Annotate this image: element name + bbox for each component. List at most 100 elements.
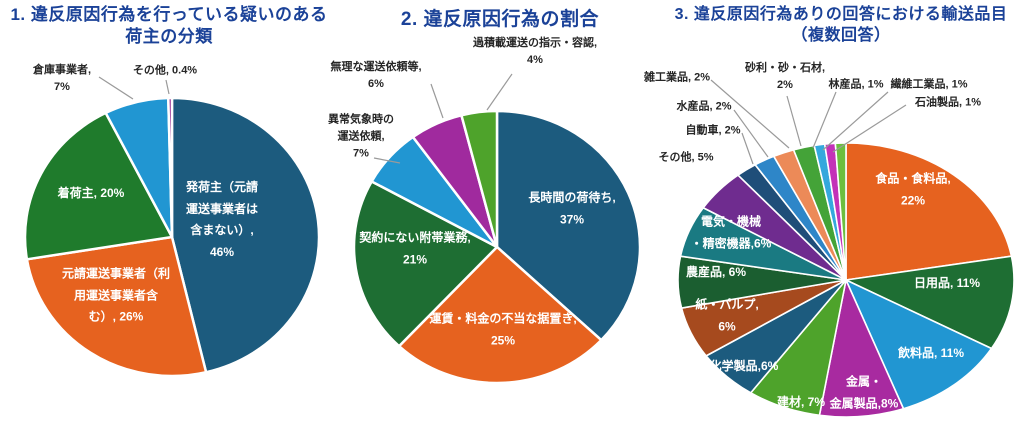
chart2-slice-label-4-line2: 6% [368, 78, 384, 90]
chart2-label-leader-5 [486, 73, 513, 111]
chart2-label-leader-3 [373, 157, 401, 164]
chart1-slice-label-3-line2: 7% [54, 81, 70, 93]
chart1-slice-label-3-line1: 倉庫事業者, [32, 63, 92, 76]
chart3-slice-label-8: 電気・機械・精密機器,6% [691, 211, 772, 254]
chart3-slice-label-1: 日用品, 11% [914, 273, 980, 295]
chart2-slice-label-0: 長時間の荷待ち, 37% [528, 187, 615, 230]
chart2-slice-label-2-line2: 21% [402, 252, 428, 266]
chart1-title-line2: 荷主の分類 [125, 27, 213, 47]
chart3-slice-label-8-line1: 電気・機械 [700, 214, 761, 229]
chart2-slice-5 [460, 109, 499, 249]
chart3-slice-label-15: 繊維工業品, 1% [890, 76, 967, 93]
chart1-slice-label-4: その他, 0.4% [133, 62, 197, 79]
chart2-label-leader-4 [430, 83, 444, 119]
chart3-label-leader-16 [832, 104, 907, 153]
chart2-slice-label-4: 無理な運送依頼等, 6% [330, 59, 421, 93]
chart1-label-leader-4 [165, 79, 170, 95]
chart2-slice-label-2: 契約にない附帯業務, 21% [359, 227, 470, 270]
chart2-slice-label-3-line1: 異常気象時の [328, 113, 394, 126]
chart3-slice-label-8-line2: ・精密機器,6% [690, 236, 772, 250]
chart3-slice-label-1-line1: 日用品, 11% [913, 276, 981, 291]
chart2-slice-label-1-line1: 運賃・料金の不当な据置き, [429, 311, 577, 326]
chart3-slice-label-0-line2: 22% [900, 193, 926, 207]
chart1-label-leader-3 [98, 76, 134, 100]
chart1-slice-label-1-line3: む）, 26% [88, 309, 144, 324]
chart3-slice-label-16-line1: 石油製品, 1% [914, 96, 982, 109]
chart3-label-leader-14 [812, 91, 837, 149]
chart3-slice-label-14-line1: 林産品, 1% [828, 78, 884, 91]
chart3-slice-label-11-line1: 水産品, 2% [676, 100, 732, 113]
chart2-slice-1 [397, 245, 603, 385]
chart3-label-leader-10 [741, 132, 754, 165]
chart1-slice-label-0-line3: 含まない）, [190, 223, 254, 237]
chart3-slice-2 [845, 279, 993, 410]
chart1-slice-2 [23, 111, 174, 261]
chart3-slice-label-2: 飲料品, 11% [898, 343, 964, 365]
chart3-slice-label-15-line1: 繊維工業品, 1% [890, 78, 968, 91]
chart1-slice-label-2: 着荷主, 20% [58, 183, 125, 205]
chart1-slice-4 [167, 96, 174, 239]
chart3-label-leader-15 [822, 91, 889, 151]
chart3-label-leader-12 [710, 79, 790, 149]
chart3-slice-label-3: 金属・金属製品,8% [830, 371, 899, 414]
chart3-label-leader-13 [786, 95, 802, 147]
chart3-slice-label-6: 紙・パルプ, 6% [695, 294, 758, 337]
chart2-slice-0 [495, 109, 642, 342]
chart2-slice-label-5: 過積載運送の指示・容認, 4% [473, 35, 597, 69]
chart3-slice-label-16: 石油製品, 1% [915, 94, 981, 111]
chart2-slice-label-0-line1: 長時間の荷待ち, [528, 190, 616, 205]
chart3-slice-label-0: 食品・食料品, 22% [875, 168, 950, 211]
chart3-title-line2: （複数回答） [791, 27, 891, 45]
chart1-slice-1 [25, 235, 208, 378]
chart3-slice-label-12-line1: 雑工業品, 2% [643, 71, 711, 84]
chart2-slice-label-4-line1: 無理な運送依頼等, [330, 60, 422, 73]
chart2-slice-label-3: 異常気象時の 運送依頼, 7% [328, 111, 394, 162]
chart3-slice-label-0-line1: 食品・食料品, [875, 171, 951, 186]
chart3-slice-label-4-line1: 建材, 7% [776, 395, 826, 410]
chart3-slice-0 [845, 142, 1013, 281]
chart3-slice-label-7-line1: 農産品, 6% [685, 265, 747, 280]
chart3-slice-label-12: 雑工業品, 2% [644, 69, 710, 86]
chart3-slice-label-14: 林産品, 1% [828, 76, 883, 93]
chart3-slice-label-7: 農産品, 6% [686, 262, 746, 284]
chart1-slice-label-0: 発荷主（元請 運送事業者は 含まない）, 46% [186, 177, 258, 263]
chart3-title-line1: 3. 違反原因行為ありの回答における輸送品目 [674, 6, 1008, 23]
chart3-slice-label-13-line1: 砂利・砂・石材, [744, 61, 826, 74]
chart3-title: 3. 違反原因行為ありの回答における輸送品目 （複数回答） [658, 4, 1024, 46]
chart3-slice-label-4: 建材, 7% [777, 392, 825, 414]
chart1-slice-label-3: 倉庫事業者, 7% [33, 62, 91, 96]
chart2-slice-label-5-line1: 過積載運送の指示・容認, [472, 36, 598, 49]
chart2-slice-label-0-line2: 37% [559, 212, 585, 226]
chart3-slice-label-6-line2: 6% [718, 319, 736, 333]
chart3-slice-label-13: 砂利・砂・石材, 2% [745, 60, 825, 94]
chart1-slice-label-0-line1: 発荷主（元請 [185, 179, 259, 194]
chart3-slice-label-9: その他, 5% [658, 149, 713, 166]
chart3-slice-1 [845, 255, 1015, 350]
chart2-slice-label-1-line2: 25% [490, 333, 516, 347]
chart2-slice-label-2-line1: 契約にない附帯業務, [359, 230, 471, 245]
chart1-slice-0 [170, 96, 321, 374]
chart2-title: 2. 違反原因行為の割合 [342, 7, 658, 32]
chart1-slice-label-2-line1: 着荷主, 20% [57, 186, 125, 201]
chart2-slice-2 [352, 180, 499, 348]
chart2-slice-label-3-line3: 7% [353, 147, 369, 160]
chart1-slice-label-1-line2: 用運送事業者含 [73, 288, 159, 303]
chart3-slice-label-11: 水産品, 2% [676, 98, 731, 115]
chart3-slice-label-10-line1: 自動車, 2% [685, 124, 741, 137]
chart3-slice-label-5: 化学製品,6% [710, 356, 779, 378]
chart3-slice-label-3-line2: 金属製品,8% [829, 396, 899, 410]
chart1-slice-label-0-line4: 46% [209, 244, 235, 259]
chart3-slice-label-3-line1: 金属・ [845, 374, 882, 389]
chart1-slice-label-4-line1: その他, 0.4% [132, 64, 198, 77]
chart2-slice-label-3-line2: 運送依頼, [337, 130, 385, 143]
chart2-title-line1: 2. 違反原因行為の割合 [400, 9, 600, 30]
chart3-slice-label-13-line2: 2% [777, 79, 793, 91]
chart3-slice-label-5-line1: 化学製品,6% [709, 359, 779, 374]
chart2-slice-label-5-line2: 4% [527, 54, 543, 66]
chart1-slice-label-0-line2: 運送事業者は [185, 201, 259, 216]
chart1-slice-label-1-line1: 元請運送事業者（利 [61, 266, 171, 281]
chart2-slice-label-1: 運賃・料金の不当な据置き, 25% [429, 308, 576, 351]
chart1-title-line1: 1. 違反原因行為を行っている疑いのある [10, 5, 328, 24]
chart3-slice-label-6-line1: 紙・パルプ, [695, 297, 759, 312]
